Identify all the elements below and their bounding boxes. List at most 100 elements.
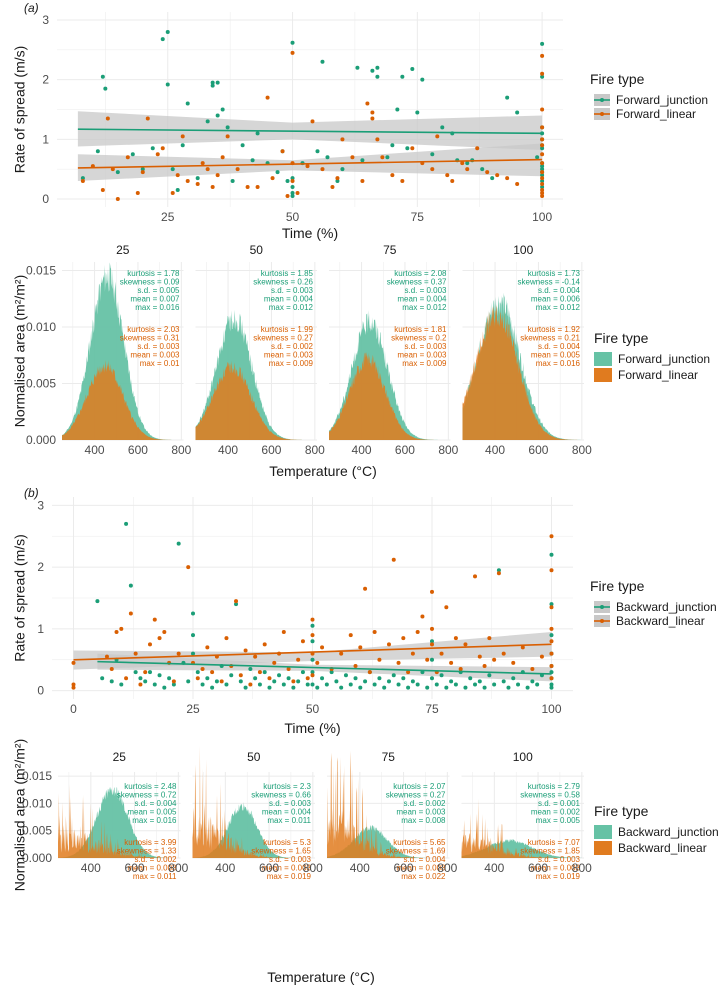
data-point — [540, 74, 545, 79]
data-point — [240, 143, 245, 148]
data-point — [210, 185, 215, 190]
data-point — [176, 541, 181, 546]
data-point — [277, 673, 282, 678]
data-point — [310, 657, 315, 662]
data-point — [320, 676, 325, 681]
data-point — [104, 654, 109, 659]
stat-linear: mean = 0.003 — [396, 864, 446, 873]
stat-linear: max = 0.019 — [267, 872, 312, 881]
data-point — [296, 679, 301, 684]
stat-linear: skewness = 1.33 — [117, 847, 177, 856]
stat-linear: skewness = 1.69 — [386, 847, 446, 856]
data-point — [325, 155, 330, 160]
stat-junction: mean = 0.005 — [127, 808, 177, 817]
data-point — [429, 589, 434, 594]
data-point — [234, 599, 239, 604]
stat-junction: kurtosis = 2.79 — [528, 782, 581, 791]
data-point — [420, 614, 425, 619]
data-point — [235, 167, 240, 172]
data-point — [549, 626, 554, 631]
stat-linear: mean = 0.003 — [262, 864, 312, 873]
data-point — [275, 170, 280, 175]
data-point — [525, 685, 530, 690]
stat-junction: skewness = 0.58 — [520, 791, 580, 800]
data-point — [191, 633, 196, 638]
data-point — [95, 149, 100, 154]
data-point — [257, 670, 262, 675]
x-tick-label: 100 — [541, 702, 561, 716]
x-tick-label: 800 — [168, 861, 188, 875]
x-tick-label: 800 — [572, 443, 592, 457]
area-series-linear — [192, 745, 313, 858]
data-point — [473, 682, 478, 687]
data-point — [138, 676, 143, 681]
data-point — [540, 164, 545, 169]
y-tick-label: 0 — [37, 684, 44, 698]
data-point — [515, 182, 520, 187]
data-point — [540, 137, 545, 142]
data-point — [210, 670, 215, 675]
stat-junction: s.d. = 0.003 — [271, 286, 314, 295]
data-point — [250, 158, 255, 163]
data-point — [375, 65, 380, 70]
data-point — [245, 185, 250, 190]
data-point — [310, 670, 315, 675]
data-point — [395, 107, 400, 112]
y-tick-label: 3 — [42, 13, 49, 27]
stat-junction: kurtosis = 1.78 — [127, 269, 180, 278]
data-point — [80, 179, 85, 184]
data-point — [310, 639, 315, 644]
legend-label: Forward_junction — [616, 93, 708, 107]
data-point — [257, 682, 262, 687]
area-series-linear — [461, 798, 582, 858]
data-point — [540, 167, 545, 172]
data-point — [492, 682, 497, 687]
data-point — [505, 95, 510, 100]
x-tick-label: 800 — [303, 861, 323, 875]
data-point — [195, 676, 200, 681]
stat-linear: max = 0.019 — [536, 872, 581, 881]
data-point — [420, 77, 425, 82]
data-point — [382, 685, 387, 690]
data-point — [348, 682, 353, 687]
data-point — [439, 673, 444, 678]
y-tick-label: 0.005 — [22, 824, 52, 838]
data-point — [539, 654, 544, 659]
stat-linear: mean = 0.005 — [531, 351, 581, 360]
stat-linear: max = 0.009 — [402, 359, 447, 368]
data-point — [353, 663, 358, 668]
data-point — [406, 685, 411, 690]
data-point — [340, 167, 345, 172]
stat-junction: kurtosis = 1.73 — [528, 269, 581, 278]
legend-key — [594, 841, 612, 855]
legend-label: Backward_junction — [616, 600, 717, 614]
data-point — [353, 676, 358, 681]
data-point — [124, 521, 129, 526]
data-point — [115, 196, 120, 201]
data-point — [238, 679, 243, 684]
x-tick-label: 50 — [286, 210, 300, 224]
data-point — [224, 682, 229, 687]
stat-junction: s.d. = 0.003 — [404, 286, 447, 295]
data-point — [152, 682, 157, 687]
data-point — [549, 682, 554, 687]
data-point — [492, 657, 497, 662]
data-point — [290, 190, 295, 195]
data-point — [238, 673, 243, 678]
data-point — [305, 682, 310, 687]
data-point — [315, 685, 320, 690]
data-point — [439, 651, 444, 656]
stat-junction: max = 0.005 — [536, 816, 581, 825]
data-point — [145, 116, 150, 121]
data-point — [540, 193, 545, 198]
legend-label: Forward_linear — [616, 107, 696, 121]
legend-key — [594, 352, 612, 366]
stat-junction: max = 0.016 — [135, 303, 180, 312]
stat-junction: kurtosis = 2.07 — [393, 782, 446, 791]
data-point — [386, 642, 391, 647]
data-point — [530, 679, 535, 684]
x-tick-label: 400 — [215, 861, 235, 875]
data-point — [110, 167, 115, 172]
stat-linear: s.d. = 0.003 — [538, 855, 581, 864]
